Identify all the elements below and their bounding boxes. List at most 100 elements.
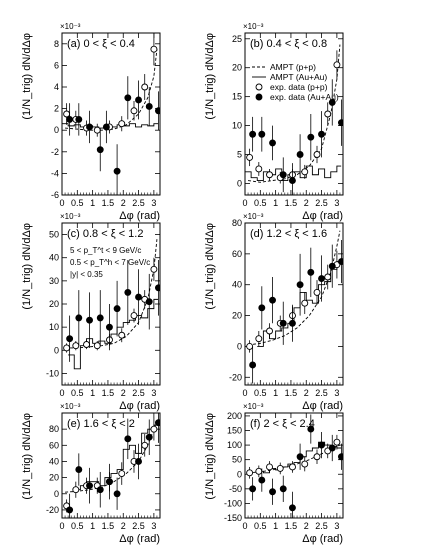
kinematic-cut-annotation: 5 < p_T^t < 9 GeV/c [70,246,141,255]
x-tick-label: 0.5 [254,388,267,398]
pp-data-point [118,120,126,128]
auau-data-point [102,123,110,131]
pp-data-point [255,335,263,343]
y-axis-title: (1/N_trig) dN/dΔφ [204,223,216,310]
auau-data-point [279,485,287,493]
pp-data-point [150,45,158,53]
y-tick-label: 20 [232,63,242,73]
data-marks [63,413,160,518]
x-tick-label: 0 [242,198,247,208]
pp-data-point [255,467,263,475]
data-marks [246,414,343,518]
y-tick-label: 20 [49,473,59,483]
pp-data-point [130,312,138,320]
auau-data-point [124,94,132,102]
y-axis-title: (1/N_trig) dN/dΔφ [21,413,33,500]
legend-entry: exp. data (Au+Au) [270,92,339,102]
pp-data-point [301,168,309,176]
auau-data-point [269,139,276,147]
pp-data-point [289,463,296,471]
x-tick-label: 2 [121,388,126,398]
x-tick-label: 1 [90,521,95,531]
x-tick-label: 0.5 [71,198,84,208]
x-tick-label: 2 [304,521,309,531]
y-exponent-label: ×10⁻³ [60,212,81,221]
x-tick-label: 2.5 [132,198,145,208]
data-marks [62,33,160,195]
plot-frame [244,222,344,386]
y-tick-label: 150 [227,426,242,436]
legend-entry: AMPT (Au+Au) [270,72,327,82]
pp-data-point [301,460,309,468]
y-axis-title: (1/N_trig) dN/dΔφ [204,413,216,500]
y-tick-label: 0 [237,178,242,188]
auau-data-point [249,130,257,138]
y-tick-label: -2 [51,147,59,157]
auau-data-point [318,130,325,138]
panel-label: (b) 0.4 < ξ < 0.8 [250,38,327,50]
y-tick-label: 8 [54,39,59,49]
x-tick-label: 3 [334,521,339,531]
ampt-auau-histogram [74,424,159,491]
auau-data-point [337,453,343,461]
auau-data-point [113,490,121,498]
pp-data-point [246,469,254,477]
y-tick-label: 100 [227,440,242,450]
x-tick-label: 3 [151,388,156,398]
y-tick-label: 0 [237,469,242,479]
pp-data-point [63,344,71,352]
auau-data-point [296,453,304,461]
y-tick-label: -50 [229,484,242,494]
auau-data-point [279,319,287,327]
x-tick-label: 0.5 [71,388,84,398]
y-tick-label: 6 [54,60,59,70]
data-marks [245,44,343,195]
pp-data-point [276,464,284,472]
x-tick-label: 2.5 [315,521,328,531]
auau-data-point [96,146,104,154]
x-tick-label: 1.5 [285,388,298,398]
auau-data-point [145,102,153,110]
auau-data-point [75,115,83,123]
pp-data-point [150,425,158,433]
x-tick-label: 0.5 [254,521,267,531]
data-marks [63,239,160,370]
y-tick-label: 20 [232,311,242,321]
auau-data-point [113,167,121,175]
auau-data-point [249,485,257,493]
auau-data-point [145,298,153,306]
x-tick-label: 0.5 [71,521,84,531]
x-tick-label: 1 [90,198,95,208]
x-tick-label: 2.5 [315,388,328,398]
y-tick-label: -20 [46,505,59,515]
x-tick-label: 2 [304,198,309,208]
auau-data-point [337,119,343,127]
pp-data-point [333,438,341,446]
auau-data-point [86,316,93,324]
auau-data-point [307,133,315,141]
legend: AMPT (p+p)AMPT (Au+Au)exp. data (p+p)exp… [252,62,339,102]
auau-data-point [66,506,74,514]
y-tick-label: 0 [54,125,59,135]
y-tick-label: -150 [224,513,242,523]
x-tick-label: 0 [242,521,247,531]
y-tick-label: 60 [49,440,59,450]
pp-data-point [83,341,90,348]
y-exponent-label: ×10⁻³ [60,402,81,411]
x-tick-label: 1 [90,388,95,398]
y-tick-label: 80 [49,424,59,434]
x-axis-title: Δφ (rad) [119,533,160,545]
y-tick-label: 10 [232,121,242,131]
auau-data-point [337,258,343,266]
y-tick-label: 40 [49,456,59,466]
auau-data-point [258,476,266,484]
x-tick-label: 3 [334,388,339,398]
x-tick-label: 0 [242,388,247,398]
x-tick-label: 1 [273,521,278,531]
x-axis-title: Δφ (rad) [302,400,343,412]
auau-data-point [279,171,287,179]
pp-data-point [266,463,273,471]
auau-data-point [66,335,74,343]
ampt-auau-histogram [68,298,159,370]
